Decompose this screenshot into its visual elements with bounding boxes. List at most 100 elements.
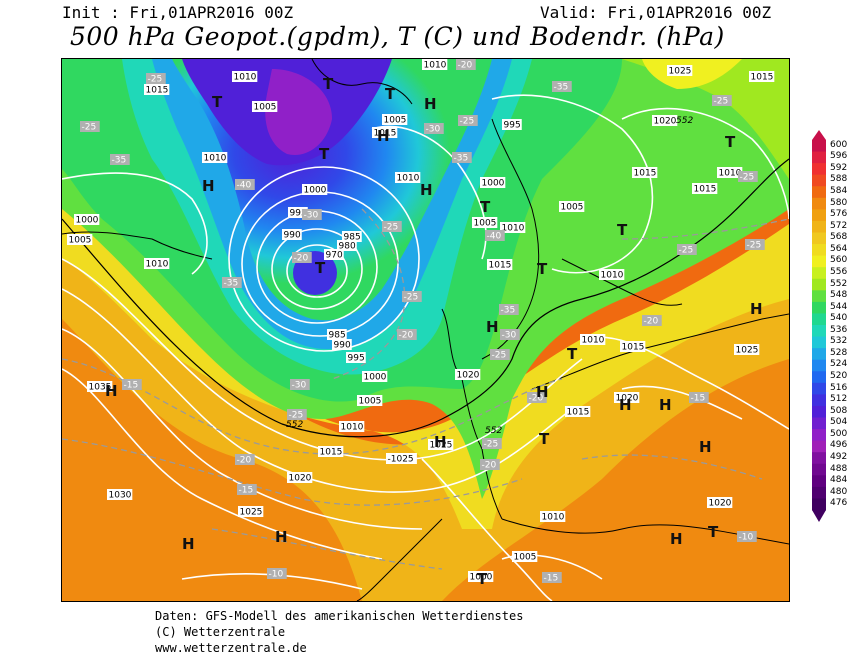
pressure-label-27: 995	[502, 119, 522, 131]
low-center-8: T	[315, 259, 326, 277]
low-center-2: T	[385, 85, 396, 103]
legend-tick-552: 552	[830, 278, 848, 289]
legend-swatch-520	[812, 371, 826, 384]
legend-tick-480: 480	[830, 486, 848, 497]
legend-swatch-584	[812, 186, 826, 199]
legend-tick-532: 532	[830, 336, 848, 347]
svg-text:1000: 1000	[76, 216, 99, 226]
high-center-4: H	[377, 127, 390, 145]
pressure-label-34: 1015	[632, 167, 658, 179]
legend-swatch-572	[812, 220, 826, 233]
pressure-label-46: 1020	[614, 392, 640, 404]
svg-text:1005: 1005	[359, 397, 382, 407]
pressure-label-40: 1020	[455, 369, 481, 381]
temperature-label-9: -20	[397, 329, 417, 341]
pressure-label-38: 1025	[667, 65, 693, 77]
low-center-25: T	[477, 570, 488, 588]
legend-swatch-564	[812, 244, 826, 257]
svg-text:-25: -25	[82, 123, 97, 133]
svg-text:-25: -25	[148, 75, 163, 85]
legend-swatch-576	[812, 209, 826, 222]
temperature-label-15: -10	[267, 568, 287, 580]
pressure-label-2: 1005	[252, 101, 278, 113]
svg-text:-25: -25	[679, 246, 694, 256]
svg-text:995: 995	[504, 121, 521, 131]
low-center-12: T	[725, 133, 736, 151]
legend-swatch-516	[812, 382, 826, 395]
svg-text:1010: 1010	[502, 224, 525, 234]
temperature-label-5: -25	[382, 221, 402, 233]
pressure-label-47: 1015	[565, 406, 591, 418]
high-center-17: H	[619, 396, 632, 414]
svg-text:1025: 1025	[669, 67, 692, 77]
isohypse-552-label-1: 552	[485, 426, 502, 436]
pressure-label-8: 980	[337, 240, 357, 252]
svg-text:-35: -35	[112, 156, 127, 166]
svg-text:1015: 1015	[489, 261, 512, 271]
legend-swatch-540	[812, 313, 826, 326]
legend-swatch-548	[812, 290, 826, 303]
temperature-label-25: -25	[482, 438, 502, 450]
legend-tick-596: 596	[830, 151, 848, 162]
legend-tick-520: 520	[830, 371, 848, 382]
legend-swatch-568	[812, 232, 826, 245]
pressure-label-44: 1015	[620, 341, 646, 353]
svg-text:-20: -20	[644, 317, 659, 327]
temperature-label-6: -20	[292, 252, 312, 264]
pressure-label-35: 1010	[717, 167, 743, 179]
legend-tick-528: 528	[830, 347, 848, 358]
svg-text:-35: -35	[454, 154, 469, 164]
svg-text:-25: -25	[747, 241, 762, 251]
pressure-label-52: 1010	[422, 59, 448, 71]
svg-text:-15: -15	[239, 486, 254, 496]
temperature-label-2: -35	[110, 154, 130, 166]
temperature-label-26: -20	[480, 459, 500, 471]
svg-text:985: 985	[344, 233, 361, 243]
legend-swatch-484	[812, 475, 826, 488]
legend-tick-588: 588	[830, 174, 848, 185]
svg-text:-35: -35	[554, 83, 569, 93]
legend-tick-540: 540	[830, 313, 848, 324]
legend-tick-556: 556	[830, 266, 848, 277]
init-time-label: Init : Fri,01APR2016 00Z	[62, 3, 294, 22]
svg-text:-15: -15	[691, 394, 706, 404]
legend-swatch-508	[812, 405, 826, 418]
legend-tick-508: 508	[830, 405, 848, 416]
legend-tick-536: 536	[830, 324, 848, 335]
svg-text:1010: 1010	[397, 174, 420, 184]
temperature-label-19: -35	[452, 152, 472, 164]
legend-tick-484: 484	[830, 475, 848, 486]
legend-swatch-480	[812, 486, 826, 499]
legend-tick-512: 512	[830, 394, 848, 405]
isohypse-552-label-2: 552	[676, 116, 693, 126]
high-center-26: H	[670, 530, 683, 548]
legend-top-arrow	[812, 130, 826, 140]
temperature-label-34: -15	[689, 392, 709, 404]
isotherms	[62, 208, 789, 570]
svg-text:-25: -25	[740, 173, 755, 183]
temperature-labels: -25 -25 -35 -40 -30 -25 -20 -35 -25 -20 -30 -25 -20 -…	[80, 59, 765, 584]
pressure-label-33: 1010	[599, 269, 625, 281]
legend-tick-600: 600	[830, 139, 848, 150]
footer-url[interactable]: www.wetterzentrale.de	[155, 641, 307, 655]
valid-time-label: Valid: Fri,01APR2016 00Z	[540, 3, 772, 22]
pressure-label-17: 1020	[287, 472, 313, 484]
svg-text:1025: 1025	[430, 441, 453, 451]
legend-swatch-476	[812, 498, 826, 511]
svg-text:-40: -40	[237, 181, 252, 191]
svg-text:-40: -40	[487, 232, 502, 242]
temperature-label-1: -25	[80, 121, 100, 133]
svg-text:1015: 1015	[374, 129, 397, 139]
pressure-label-25: 1005	[382, 114, 408, 126]
legend-bar	[812, 130, 826, 522]
low-center-5: T	[319, 145, 330, 163]
high-center-22: H	[105, 382, 118, 400]
svg-text:-25: -25	[404, 293, 419, 303]
temperature-label-4: -30	[302, 209, 322, 221]
temperature-label-14: -15	[122, 379, 142, 391]
pressure-label-9: 970	[324, 249, 344, 261]
svg-text:1015: 1015	[694, 185, 717, 195]
pressure-label-29: 1005	[472, 217, 498, 229]
legend-bottom-arrow	[812, 510, 826, 522]
temperature-label-16: -20	[456, 59, 476, 71]
